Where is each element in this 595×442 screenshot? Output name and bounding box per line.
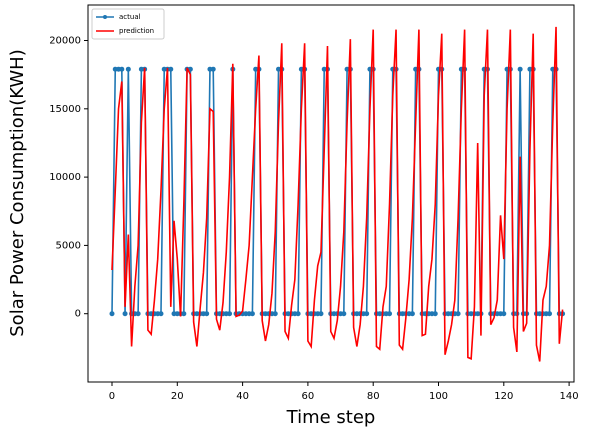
point <box>517 66 523 72</box>
plot-frame <box>87 4 575 383</box>
point <box>125 66 131 72</box>
x-tick-label: 120 <box>494 391 513 402</box>
x-tick-label: 100 <box>429 391 448 402</box>
point <box>409 311 415 317</box>
point <box>364 311 370 317</box>
point <box>168 66 174 72</box>
point <box>432 311 438 317</box>
point <box>547 311 553 317</box>
point <box>158 311 164 317</box>
x-tick-label: 20 <box>171 391 184 402</box>
legend-label: prediction <box>119 27 154 35</box>
point <box>109 311 115 317</box>
point <box>249 311 255 317</box>
y-tick-label: 10000 <box>49 172 81 183</box>
point <box>204 311 210 317</box>
legend-label: actual <box>119 13 141 21</box>
point <box>501 311 507 317</box>
x-tick-label: 80 <box>367 391 380 402</box>
x-tick-label: 40 <box>236 391 249 402</box>
series-line <box>111 26 564 362</box>
point <box>272 311 278 317</box>
point <box>119 66 125 72</box>
x-tick-label: 140 <box>560 391 579 402</box>
y-axis-label: Solar Power Consumption(KWH) <box>7 49 28 337</box>
legend-marker <box>103 15 107 19</box>
point <box>135 311 141 317</box>
point <box>341 311 347 317</box>
series-line <box>111 68 563 315</box>
point <box>122 311 128 317</box>
point <box>210 66 216 72</box>
point <box>318 311 324 317</box>
y-tick-label: 15000 <box>49 104 81 115</box>
point <box>181 311 187 317</box>
point <box>387 311 393 317</box>
x-tick-label: 0 <box>109 391 115 402</box>
point <box>227 311 233 317</box>
point <box>295 311 301 317</box>
y-tick-label: 5000 <box>56 240 81 251</box>
x-tick-label: 60 <box>302 391 315 402</box>
y-tick-label: 0 <box>75 309 81 320</box>
x-axis-label: Time step <box>286 407 376 428</box>
y-tick-label: 20000 <box>49 36 81 47</box>
point <box>455 311 461 317</box>
